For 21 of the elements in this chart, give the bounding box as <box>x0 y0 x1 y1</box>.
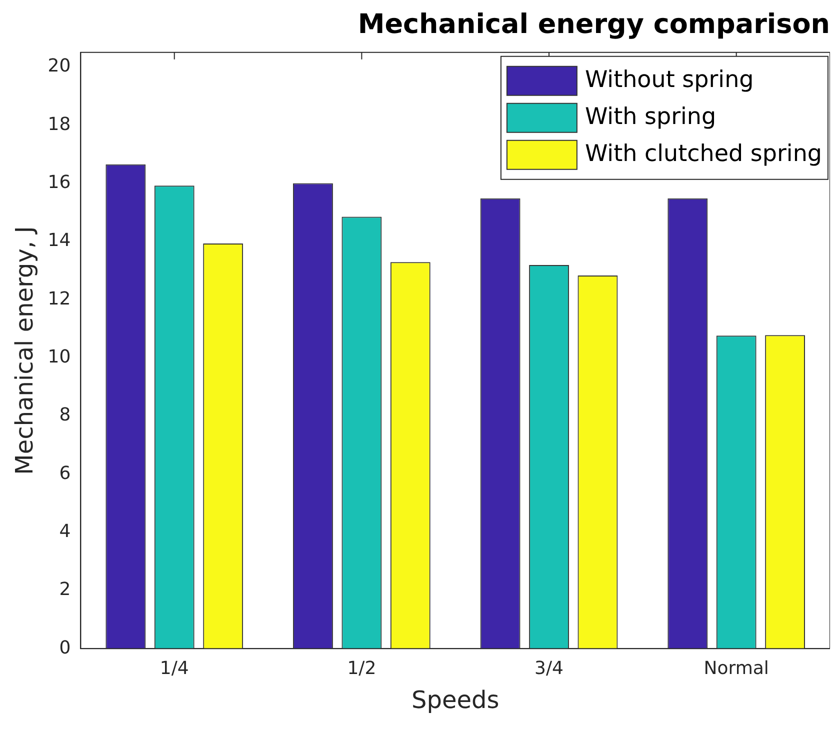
y-tick-label: 16 <box>48 172 71 193</box>
legend-label: With spring <box>584 104 716 130</box>
y-tick-label: 0 <box>59 637 71 658</box>
y-tick-label: 10 <box>48 346 71 368</box>
x-axis-title: Speeds <box>411 686 500 714</box>
y-tick-label: 20 <box>48 56 71 77</box>
chart-title: Mechanical energy comparison <box>358 9 830 40</box>
y-tick-label: 2 <box>59 579 71 600</box>
x-tick-label: 3/4 <box>534 658 564 680</box>
y-tick-label: 18 <box>48 114 71 135</box>
legend-label: Without spring <box>584 66 754 93</box>
y-axis-title: Mechanical energy, J <box>10 226 39 475</box>
y-tick-label: 12 <box>48 288 71 310</box>
x-tick-label: 1/2 <box>347 658 376 680</box>
x-tick-label: 1/4 <box>160 658 189 680</box>
y-tick-label: 6 <box>59 462 71 484</box>
x-tick-label: Normal <box>704 658 769 680</box>
y-tick-label: 14 <box>48 230 71 252</box>
y-tick-label: 4 <box>59 520 71 542</box>
legend-label: With clutched spring <box>584 140 822 167</box>
y-tick-label: 8 <box>59 404 71 426</box>
